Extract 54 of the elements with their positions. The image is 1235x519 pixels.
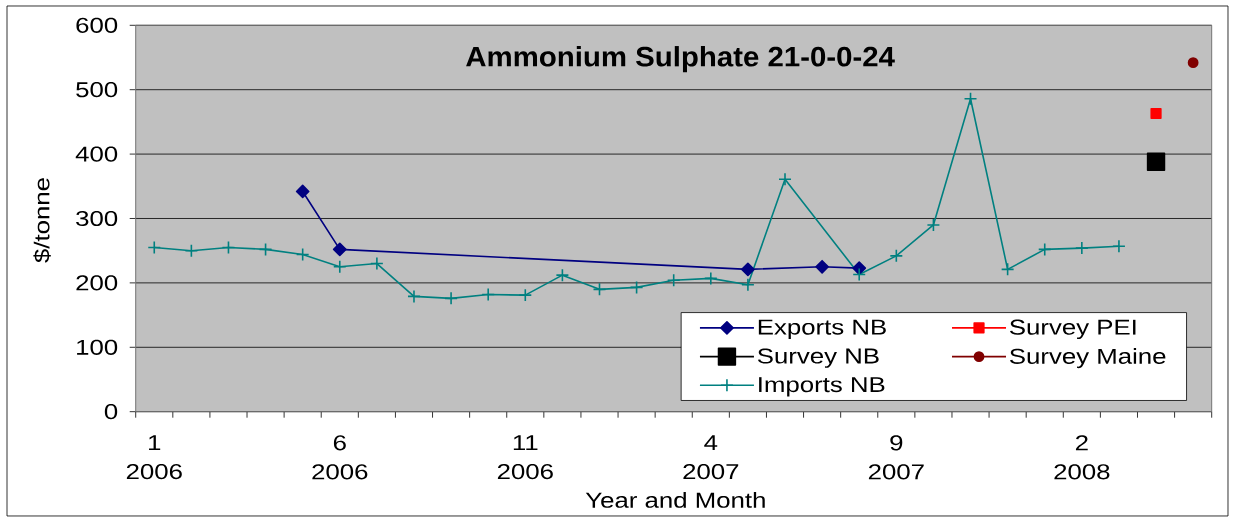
point xyxy=(1000,262,1015,277)
y-axis-title: $/tonne xyxy=(33,178,51,263)
x-tick-label: 11 2006 xyxy=(497,435,553,480)
point xyxy=(147,240,162,255)
point xyxy=(555,268,570,282)
x-tick-label: 4 2007 xyxy=(683,435,739,480)
legend-label: Exports NB xyxy=(758,319,886,339)
x-tick-label: 6 2006 xyxy=(312,435,368,480)
point xyxy=(1112,239,1126,253)
point xyxy=(592,282,607,297)
point xyxy=(1150,107,1162,120)
point xyxy=(332,242,347,257)
legend-label: Imports NB xyxy=(759,377,885,397)
point xyxy=(815,259,829,274)
legend-label: Survey NB xyxy=(757,348,879,368)
x-tick-label: 9 2007 xyxy=(868,435,924,480)
legend-label: Survey PEI xyxy=(1009,319,1136,340)
point xyxy=(778,172,792,187)
text: Ammonium Sulphate 21-0-0-24 xyxy=(466,46,895,73)
point xyxy=(704,271,718,286)
y-tick-label: 100 xyxy=(77,339,118,355)
x-tick-label: 2 2008 xyxy=(1054,435,1110,480)
point xyxy=(295,247,310,262)
point xyxy=(1075,241,1089,255)
point xyxy=(1037,242,1052,257)
y-tick-label: 300 xyxy=(76,210,118,227)
point xyxy=(258,242,273,257)
point xyxy=(741,278,755,292)
point xyxy=(1146,152,1166,172)
y-tick-label: 0 xyxy=(104,404,118,420)
point xyxy=(926,218,941,232)
point xyxy=(184,243,199,258)
y-tick-label: 500 xyxy=(76,82,118,98)
point xyxy=(332,259,347,274)
point xyxy=(1187,57,1199,69)
y-tick-label: 600 xyxy=(76,17,118,33)
x-axis-title: Year and Month xyxy=(585,492,765,508)
legend-label: Survey Maine xyxy=(1009,348,1166,369)
point xyxy=(295,184,310,199)
point xyxy=(666,273,681,288)
point xyxy=(481,287,495,302)
y-tick-label: 200 xyxy=(76,275,118,291)
y-tick-label: 400 xyxy=(75,146,118,162)
point xyxy=(629,280,644,295)
point xyxy=(889,249,904,263)
point xyxy=(852,267,867,282)
point xyxy=(741,262,755,277)
point xyxy=(963,91,978,106)
point xyxy=(221,240,236,255)
point xyxy=(444,291,458,306)
point xyxy=(407,289,421,304)
point xyxy=(518,288,533,302)
x-tick-label: 1 2006 xyxy=(126,435,182,480)
point xyxy=(370,256,384,271)
